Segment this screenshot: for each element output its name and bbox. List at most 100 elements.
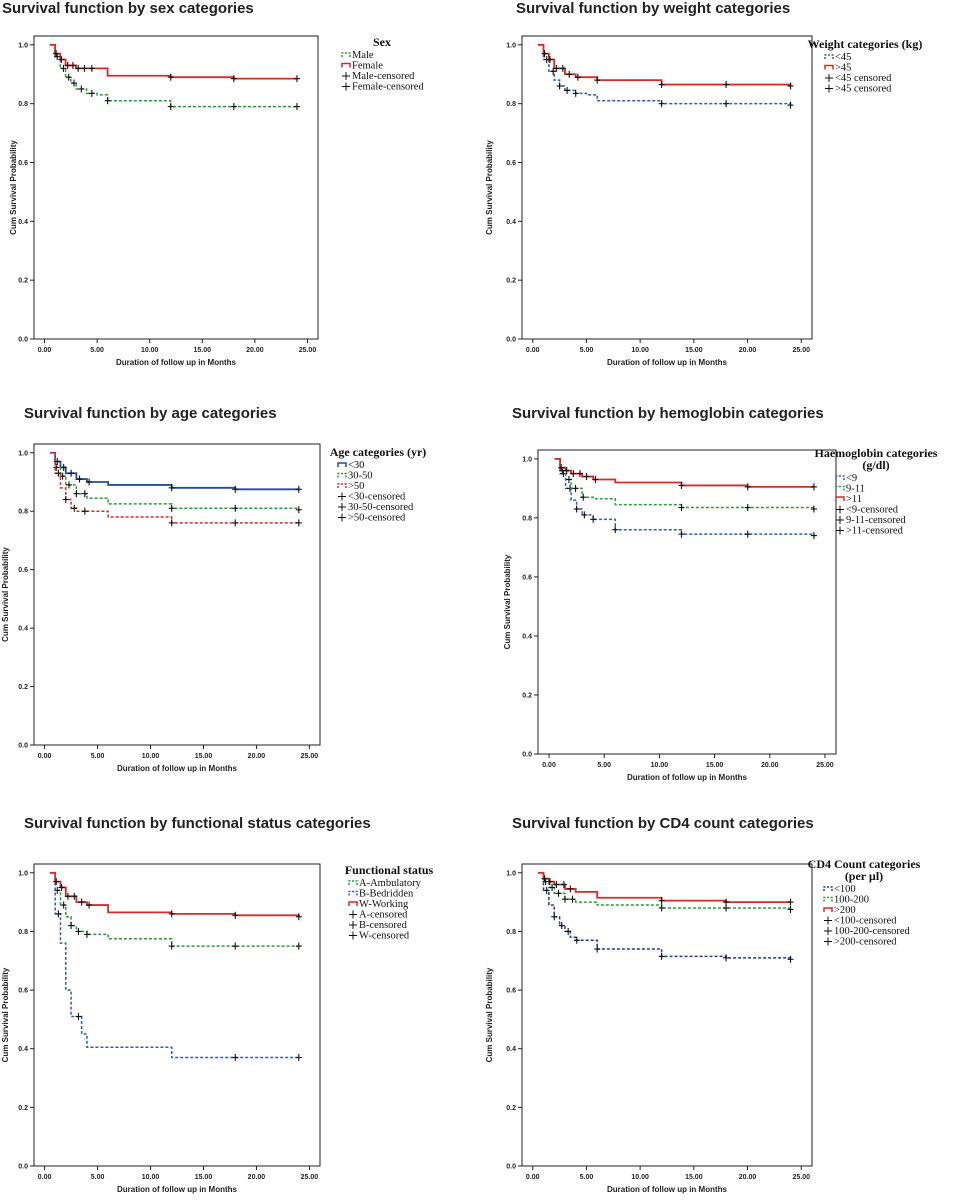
legend-label: >200-censored xyxy=(834,937,897,948)
legend-entry: >200 xyxy=(823,905,856,916)
chart-panel-1: Survival function by sex categories 0.0 0.… xyxy=(2,0,424,367)
y-axis-label: Cum Survival Probability xyxy=(1,967,10,1062)
legend-title: Weight categories (kg) xyxy=(808,37,923,51)
censor-marker xyxy=(81,490,88,498)
censor-marker xyxy=(168,910,175,918)
survival-curve--11 xyxy=(554,457,814,488)
censor-marker xyxy=(564,86,571,94)
legend-entry: >45 xyxy=(824,63,851,74)
legend-label: 30-50 xyxy=(348,471,373,482)
censor-marker xyxy=(556,82,563,90)
legend-entry: <100 xyxy=(823,884,856,895)
legend-entry: Female-censored xyxy=(342,82,424,93)
legend-label: <30 xyxy=(348,460,364,471)
legend-entry: 100-200 xyxy=(823,895,869,906)
censor-marker xyxy=(787,955,794,963)
censor-marker xyxy=(73,490,80,498)
censor-marker xyxy=(295,1054,302,1062)
censor-marker xyxy=(68,922,75,930)
y-axis-label: Cum Survival Probability xyxy=(503,554,512,649)
legend-label: <100-censored xyxy=(834,916,897,927)
chart-title: Survival function by CD4 count categorie… xyxy=(512,815,814,832)
survival-curve-b-bedridden xyxy=(49,872,299,1059)
legend-label: 100-200-censored xyxy=(834,926,911,937)
censor-marker xyxy=(232,504,239,512)
censor-marker xyxy=(559,64,566,72)
y-tick-label: 0.8 xyxy=(506,929,516,936)
censor-marker xyxy=(555,889,562,897)
legend-entry: <30-censored xyxy=(338,492,406,503)
y-tick-label: 0.2 xyxy=(506,278,516,285)
survival-curve--100 xyxy=(538,872,792,960)
x-axis-label: Duration of follow up in Months xyxy=(117,764,238,773)
y-tick-label: 0.6 xyxy=(506,988,516,995)
censor-marker xyxy=(558,922,565,930)
y-tick-label: 1.0 xyxy=(18,42,28,49)
censor-marker xyxy=(658,81,665,89)
x-tick-label: 20.00 xyxy=(246,347,264,354)
censor-marker xyxy=(810,532,817,540)
censor-marker xyxy=(580,493,587,501)
x-tick-label: 10.00 xyxy=(141,347,159,354)
legend-entry: Male-censored xyxy=(342,71,415,82)
y-tick-label: 0.6 xyxy=(522,574,532,581)
legend-title: (per µl) xyxy=(845,869,883,883)
censor-marker xyxy=(549,883,556,891)
y-tick-label: 0.8 xyxy=(506,101,516,108)
legend-label: >50 xyxy=(348,481,364,492)
legend-swatch xyxy=(823,886,833,891)
legend-entry: 30-50 xyxy=(337,471,373,482)
plot-frame xyxy=(33,35,319,340)
x-tick-label: 0.00 xyxy=(38,347,52,354)
y-tick-label: 0.4 xyxy=(506,219,516,226)
y-tick-label: 0.6 xyxy=(18,988,28,995)
plot-frame xyxy=(33,443,321,746)
survival-curve--30 xyxy=(49,451,299,491)
legend-entry: B-censored xyxy=(349,920,408,931)
censor-marker xyxy=(570,470,577,478)
x-tick-label: 15.00 xyxy=(685,1174,703,1181)
censor-marker xyxy=(583,473,590,481)
legend-label: >11-censored xyxy=(846,526,904,537)
censor-marker xyxy=(787,898,794,906)
censor-marker xyxy=(65,481,72,489)
censor-marker xyxy=(573,936,580,944)
x-tick-label: 0.00 xyxy=(526,1174,540,1181)
censor-marker xyxy=(295,506,302,514)
legend-title: CD4 Count categories xyxy=(808,857,921,871)
legend-title: Functional status xyxy=(345,863,434,877)
legend: CD4 Count categories(per µl)<100100-200>… xyxy=(808,857,921,948)
y-axis-label: Cum Survival Probability xyxy=(9,140,18,235)
x-tick-label: 10.00 xyxy=(142,753,160,760)
legend-label: B-censored xyxy=(359,920,408,931)
legend-label: <9 xyxy=(846,473,857,484)
x-tick-label: 0.00 xyxy=(38,1174,52,1181)
censor-marker xyxy=(295,942,302,950)
censor-marker xyxy=(553,64,560,72)
legend-label: W-censored xyxy=(359,931,410,942)
legend-title: Sex xyxy=(373,35,391,49)
censor-marker xyxy=(723,100,730,108)
legend-swatch xyxy=(835,496,845,501)
censor-marker xyxy=(574,73,581,81)
legend-entry: >45 censored xyxy=(825,84,892,95)
censor-marker xyxy=(541,875,548,883)
censor-marker xyxy=(567,885,574,893)
x-tick-label: 20.00 xyxy=(248,753,266,760)
x-tick-label: 15.00 xyxy=(195,1174,213,1181)
plot-frame xyxy=(521,863,813,1167)
censor-marker xyxy=(295,913,302,921)
legend-label: <45 xyxy=(835,52,851,63)
censor-marker xyxy=(167,103,174,111)
censor-marker xyxy=(566,70,573,78)
legend-entry: A-Ambulatory xyxy=(348,878,422,889)
y-tick-label: 0.6 xyxy=(18,567,28,574)
y-tick-label: 0.8 xyxy=(18,929,28,936)
censor-marker xyxy=(232,942,239,950)
censor-marker xyxy=(53,878,60,886)
y-tick-label: 0.2 xyxy=(506,1105,516,1112)
censor-marker xyxy=(744,530,751,538)
censor-marker xyxy=(543,886,550,894)
y-tick-label: 0.4 xyxy=(506,1046,516,1053)
legend: SexMaleFemaleMale-censoredFemale-censore… xyxy=(341,35,424,93)
